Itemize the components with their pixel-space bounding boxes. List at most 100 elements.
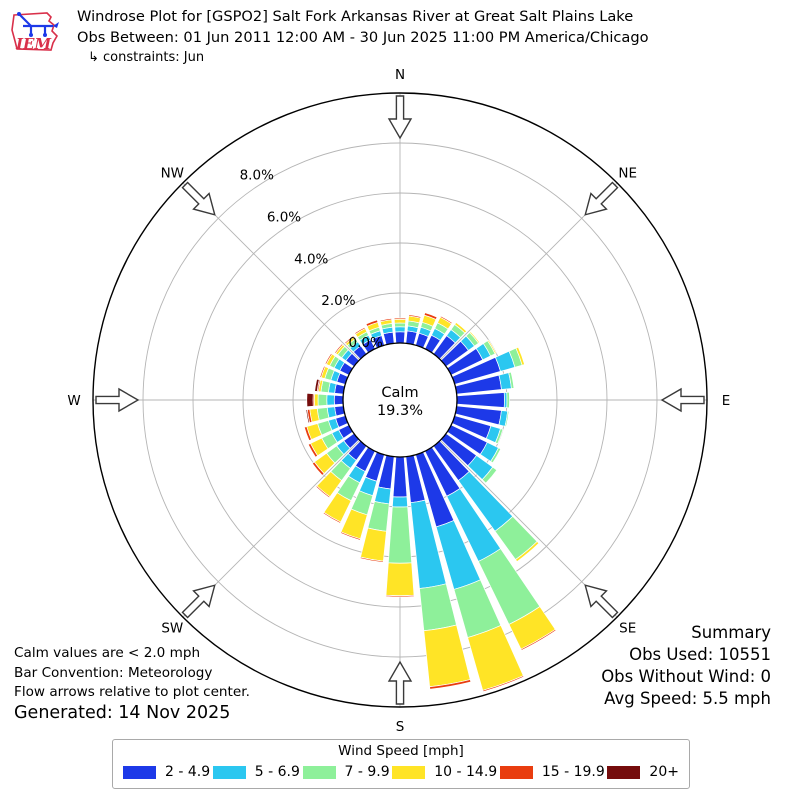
windrose-bar-130 xyxy=(481,466,498,484)
constraints-note: ↳ constraints: Jun xyxy=(88,50,205,65)
windrose-bar-160 xyxy=(482,675,525,693)
legend-label: 2 - 4.9 xyxy=(165,764,211,780)
windrose-bar-340 xyxy=(365,319,379,327)
speed-swatch-icon xyxy=(123,765,156,779)
windrose-bar-330 xyxy=(354,326,366,335)
windrose-bar-170 xyxy=(429,679,472,690)
windrose-bar-10 xyxy=(408,314,422,319)
iem-logo: IEM xyxy=(11,12,59,53)
windrose-bar-80 xyxy=(508,371,515,389)
compass-label-SW: SW xyxy=(161,621,183,637)
header: Windrose Plot for [GSPO2] Salt Fork Arka… xyxy=(77,7,649,69)
legend-label: 7 - 9.9 xyxy=(344,764,390,780)
legend-item: 15 - 19.9 xyxy=(499,764,605,780)
calm-label: Calm xyxy=(381,385,418,401)
windrose-bar-190 xyxy=(359,556,384,563)
windrose-bar-270 xyxy=(317,393,328,407)
windvane-icon xyxy=(17,12,59,37)
speed-swatch-icon xyxy=(499,765,533,779)
legend-title: Wind Speed [mph] xyxy=(338,743,464,759)
windrose-bar-170 xyxy=(419,583,457,632)
compass-label-SE: SE xyxy=(619,621,636,637)
legend-label: 10 - 14.9 xyxy=(434,764,498,780)
calm-note: Calm values are < 2.0 mph xyxy=(14,645,201,661)
windrose-bar-0 xyxy=(394,322,406,328)
windrose-bar-270 xyxy=(313,393,319,407)
compass-label-W: W xyxy=(67,393,80,409)
speed-swatch-icon xyxy=(212,765,246,779)
windrose-bar-0 xyxy=(393,317,407,320)
flow-arrow-N xyxy=(387,95,413,140)
compass-label-S: S xyxy=(396,719,405,735)
windrose-bar-320 xyxy=(344,335,355,345)
calm-value: 19.3% xyxy=(377,403,423,419)
speed-swatch-icon xyxy=(302,765,336,779)
summary-block: Summary Obs Used: 10551 Obs Without Wind… xyxy=(601,622,771,710)
grid-ring xyxy=(142,142,658,658)
windrose-bar-270 xyxy=(333,394,344,406)
windrose-bar-30 xyxy=(439,315,453,325)
page-title: Windrose Plot for [GSPO2] Salt Fork Arka… xyxy=(77,8,634,25)
windrose-bar-200 xyxy=(340,531,361,541)
ring-tick-label: 0.0% xyxy=(349,335,383,351)
windrose-bar-290 xyxy=(319,365,326,378)
windrose-bar-240 xyxy=(307,442,319,458)
grid-ring xyxy=(192,192,608,608)
windrose-bar-100 xyxy=(504,410,510,428)
windrose-bar-180 xyxy=(391,496,409,508)
windrose-bar-120 xyxy=(490,447,502,464)
wind-speed-legend: Wind Speed [mph] 2 - 4.9 5 - 6.9 7 - 9.9… xyxy=(112,739,690,789)
windrose-bar-40 xyxy=(454,321,468,334)
iem-logo-text: IEM xyxy=(15,35,51,53)
windrose-bar-70 xyxy=(515,346,525,366)
summary-obs-used: Obs Used: 10551 xyxy=(629,645,771,664)
windrose-bar-280 xyxy=(314,378,320,392)
windrose-bar-0 xyxy=(393,318,407,324)
ring-tick-label: 6.0% xyxy=(267,209,301,225)
flow-arrow-SW xyxy=(181,584,216,619)
windrose-bar-180 xyxy=(392,456,408,498)
summary-avg-speed: Avg Speed: 5.5 mph xyxy=(604,689,771,708)
windrose-bar-0 xyxy=(394,326,406,333)
compass-label-N: N xyxy=(395,67,405,83)
legend-item: 7 - 9.9 xyxy=(302,764,390,780)
windrose-bar-190 xyxy=(374,486,392,505)
legend-label: 15 - 19.9 xyxy=(541,764,605,780)
windrose-bar-110 xyxy=(494,428,504,445)
flow-arrow-E xyxy=(660,387,705,413)
legend-item: 10 - 14.9 xyxy=(392,764,497,780)
speed-swatch-icon xyxy=(607,765,641,779)
flow-arrows-note: Flow arrows relative to plot center. xyxy=(14,684,250,700)
windrose-bar-180 xyxy=(387,506,413,564)
windrose-bar-0 xyxy=(394,331,406,344)
windrose-bar-140 xyxy=(515,540,540,563)
ring-tick-label: 4.0% xyxy=(294,251,328,267)
windrose-bar-60 xyxy=(487,339,497,355)
windrose-bar-310 xyxy=(334,343,344,354)
summary-obs-without-wind: Obs Without Wind: 0 xyxy=(601,667,771,686)
flow-arrow-S xyxy=(387,660,413,705)
windrose-bar-350 xyxy=(382,331,395,346)
summary-title: Summary xyxy=(691,623,771,642)
windrose-bar-230 xyxy=(311,461,325,476)
windrose-bar-150 xyxy=(520,628,557,651)
windrose-bar-10 xyxy=(405,330,418,346)
windrose-bar-170 xyxy=(423,624,471,688)
compass-label-E: E xyxy=(722,393,731,409)
windrose-bar-250 xyxy=(303,426,312,442)
windrose-bar-190 xyxy=(367,500,390,532)
windrose-bar-180 xyxy=(385,594,415,598)
windrose-bar-220 xyxy=(315,485,331,499)
windrose-bar-90 xyxy=(456,392,505,408)
windrose-bar-90 xyxy=(506,391,510,409)
windrose-bar-270 xyxy=(306,392,314,408)
legend-label: 20+ xyxy=(649,764,679,780)
page-subtitle: Obs Between: 01 Jun 2011 12:00 AM - 30 J… xyxy=(77,28,649,46)
windrose-bar-260 xyxy=(305,409,310,424)
speed-swatch-icon xyxy=(392,765,426,779)
windrose-bar-190 xyxy=(360,527,387,562)
flow-arrow-W xyxy=(95,387,140,413)
ring-tick-label: 8.0% xyxy=(240,167,274,183)
